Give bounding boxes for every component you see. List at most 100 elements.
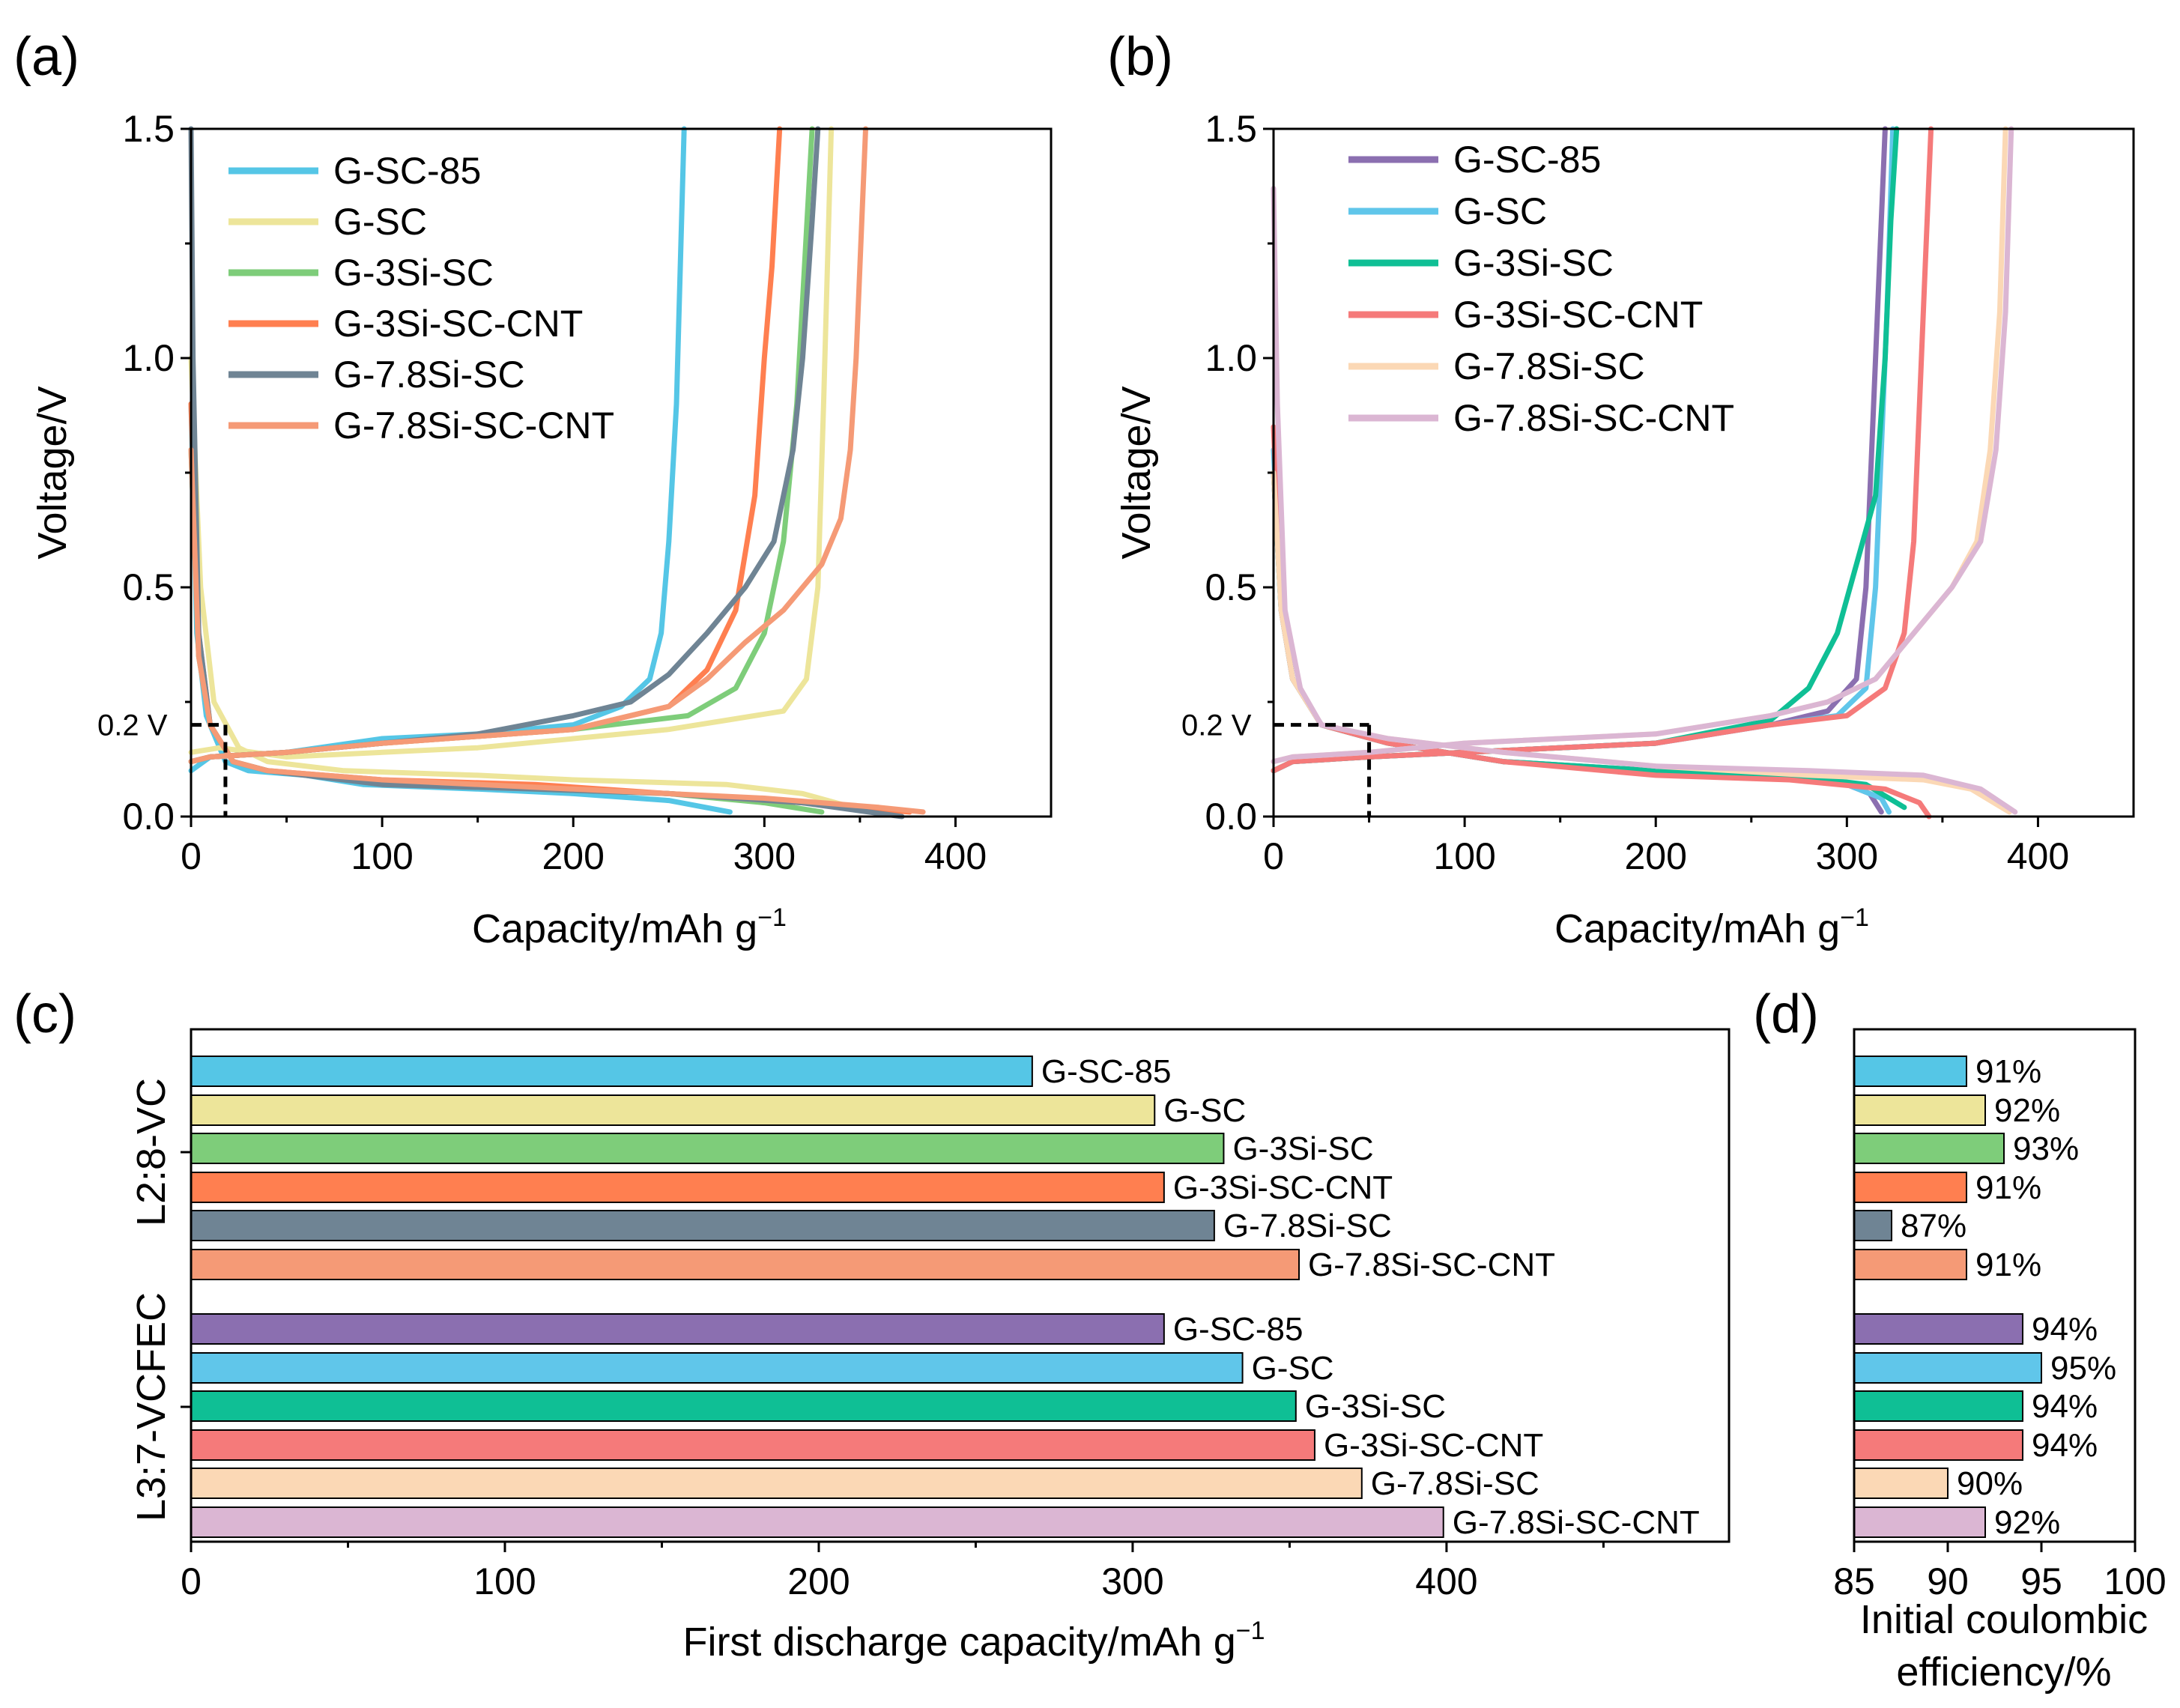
d-bar-label-g1-3: 94%: [2032, 1427, 2098, 1464]
panel-d-label: (d): [1753, 984, 1819, 1044]
panel-d-xlabel-line2: efficiency/%: [1896, 1650, 2111, 1695]
panel-b-annotation-text: 0.2 V: [1181, 709, 1252, 742]
panel-b: (b) 0 100 200 300 400 0.0 0.5 1.0 1.5 0.2 V G-SC…: [1107, 27, 2135, 951]
c-bar-g0-g-sc-85: [190, 1056, 1033, 1087]
a-xtick-label: 400: [924, 835, 987, 877]
c-bar-label-g1-g-7-8si-sc-cnt: G-7.8Si-SC-CNT: [1453, 1504, 1700, 1541]
b-xtick-label: 300: [1816, 835, 1878, 877]
b-ytick-label: 0.0: [1205, 796, 1257, 838]
d-bar-g0-4: [1853, 1210, 1892, 1241]
panel-a-curves: [188, 126, 926, 820]
c-bar-g1-g-sc-85: [190, 1313, 1165, 1345]
b-ytick-label: 0.5: [1205, 566, 1257, 608]
c-bar-g0-g-sc: [190, 1094, 1156, 1126]
panel-b-xlabel: Capacity/mAh g−1: [1554, 903, 1869, 951]
a-series-g-sc-charge-line: [188, 126, 835, 760]
b-series-g-7-8si-sc-cnt-discharge-line: [1271, 186, 2018, 815]
a-ytick-label: 1.0: [122, 337, 175, 379]
b-legend-label-g-7-8si-sc: G-7.8Si-SC: [1453, 345, 1645, 387]
panel-c: (c) G-SC-85G-SCG-3Si-SCG-3Si-SC-CNTG-7.8…: [13, 984, 1731, 1665]
panel-a-label: (a): [13, 27, 79, 87]
panel-a-xlabel: Capacity/mAh g−1: [472, 903, 787, 951]
a-ytick-label: 0.0: [122, 796, 175, 838]
d-xtick-label: 95: [2020, 1560, 2062, 1602]
a-series-g-sc-85-charge-line: [188, 126, 687, 774]
panel-a-annotation: 0.2 V: [97, 709, 228, 817]
d-bar-g0-1: [1853, 1094, 1986, 1126]
a-series-g-7-8si-sc-discharge-line: [188, 126, 905, 820]
d-bar-label-g1-0: 94%: [2032, 1311, 2098, 1348]
panel-a-legend: G-SC-85 G-SC G-3Si-SC G-3Si-SC-CNT G-7.8Si-S…: [228, 150, 614, 446]
c-bar-g1-g-7-8si-sc-cnt: [190, 1506, 1444, 1538]
panel-b-annotation: 0.2 V: [1181, 709, 1372, 817]
d-bar-label-g1-1: 95%: [2050, 1350, 2116, 1387]
c-bar-label-g0-g-7-8si-sc: G-7.8Si-SC: [1223, 1208, 1392, 1244]
d-bar-label-g0-5: 91%: [1975, 1247, 2041, 1283]
a-ytick-label: 1.5: [122, 108, 175, 150]
d-bar-label-g0-1: 92%: [1994, 1092, 2060, 1129]
panel-b-legend: G-SC-85 G-SC G-3Si-SC G-3Si-SC-CNT G-7.8Si-S…: [1348, 139, 1734, 439]
c-xtick-label: 400: [1415, 1560, 1477, 1602]
panel-c-xlabel: First discharge capacity/mAh g−1: [682, 1617, 1265, 1665]
c-bar-label-g0-g-3si-sc: G-3Si-SC: [1232, 1130, 1373, 1167]
panel-b-curves: [1271, 126, 2018, 820]
panel-c-label: (c): [13, 984, 76, 1044]
a-series-g-sc-discharge-line: [188, 355, 873, 815]
d-bar-g1-1: [1853, 1352, 2042, 1384]
d-bar-g0-0: [1853, 1056, 1967, 1087]
group-label-l3-7-vcfec: L3:7-VCFEC: [129, 1292, 174, 1521]
c-xtick-label: 0: [181, 1560, 202, 1602]
d-bar-label-g0-4: 87%: [1901, 1208, 1966, 1244]
b-legend-label-g-3si-sc: G-3Si-SC: [1453, 242, 1614, 284]
d-bar-g1-4: [1853, 1468, 1949, 1499]
c-xtick-label: 100: [473, 1560, 536, 1602]
c-bar-g0-g-3si-sc-cnt: [190, 1172, 1165, 1203]
a-xtick-label: 300: [733, 835, 796, 877]
c-bar-label-g1-g-sc-85: G-SC-85: [1173, 1311, 1304, 1348]
panel-d-bars: 91%92%93%91%87%91%94%95%94%94%90%92%: [1853, 1053, 2116, 1541]
group-label-l2-8-vc: L2:8-VC: [129, 1078, 174, 1226]
c-bar-label-g0-g-3si-sc-cnt: G-3Si-SC-CNT: [1173, 1169, 1393, 1206]
panel-d-xlabel-line1: Initial coulombic: [1860, 1597, 2148, 1642]
panel-c-ticks: 0 100 200 300 400: [181, 1151, 1605, 1602]
d-bar-g0-3: [1853, 1172, 1967, 1203]
panel-b-label: (b): [1107, 27, 1173, 87]
panel-b-ticks: 0 100 200 300 400 0.0 0.5 1.0 1.5: [1205, 108, 2069, 877]
d-bar-g1-3: [1853, 1429, 2023, 1461]
d-bar-label-g0-3: 91%: [1975, 1169, 2041, 1206]
c-bar-g0-g-7-8si-sc: [190, 1210, 1215, 1241]
b-series-g-sc-charge-line: [1271, 126, 1896, 774]
c-bar-label-g0-g-sc-85: G-SC-85: [1041, 1053, 1172, 1090]
b-xtick-label: 200: [1625, 835, 1687, 877]
b-xtick-label: 0: [1263, 835, 1284, 877]
d-bar-g0-2: [1853, 1133, 2005, 1164]
a-legend-label-g-7-8si-sc: G-7.8Si-SC: [333, 354, 525, 396]
c-bar-label-g1-g-sc: G-SC: [1252, 1350, 1334, 1387]
panel-c-bars: G-SC-85G-SCG-3Si-SCG-3Si-SC-CNTG-7.8Si-S…: [190, 1053, 1700, 1541]
a-xtick-label: 200: [542, 835, 605, 877]
panel-b-ylabel: Voltage/V: [1114, 386, 1159, 559]
b-series-g-sc-85-charge-line: [1271, 126, 1888, 774]
c-bar-label-g1-g-3si-sc-cnt: G-3Si-SC-CNT: [1324, 1427, 1543, 1464]
b-ytick-label: 1.0: [1205, 337, 1257, 379]
d-bar-label-g1-4: 90%: [1957, 1465, 2023, 1502]
a-ytick-label: 0.5: [122, 566, 175, 608]
panel-a: (a) 0 100 200 300 400 0.0 0.5 1.0 1.5 0.2 V G-SC…: [13, 27, 1053, 951]
a-legend-label-g-7-8si-sc-cnt: G-7.8Si-SC-CNT: [333, 405, 614, 446]
a-legend-label-g-3si-sc-cnt: G-3Si-SC-CNT: [333, 303, 583, 345]
b-legend-label-g-7-8si-sc-cnt: G-7.8Si-SC-CNT: [1453, 397, 1734, 439]
c-bar-label-g0-g-7-8si-sc-cnt: G-7.8Si-SC-CNT: [1308, 1247, 1555, 1283]
a-legend-label-g-sc-85: G-SC-85: [333, 150, 481, 192]
d-bar-label-g0-2: 93%: [2013, 1130, 2079, 1167]
b-series-g-3si-sc-charge-line: [1271, 126, 1900, 774]
panel-d-frame: [1853, 1028, 2137, 1543]
a-legend-label-g-3si-sc: G-3Si-SC: [333, 252, 494, 294]
a-series-g-7-8si-sc-cnt-discharge-line: [188, 446, 926, 815]
c-xtick-label: 300: [1101, 1560, 1163, 1602]
c-bar-g1-g-3si-sc: [190, 1390, 1297, 1422]
d-bar-g1-5: [1853, 1506, 1986, 1538]
a-series-g-7-8si-sc-cnt-charge-line: [188, 126, 868, 765]
a-xtick-label: 0: [181, 835, 202, 877]
d-xtick-label: 90: [1927, 1560, 1969, 1602]
